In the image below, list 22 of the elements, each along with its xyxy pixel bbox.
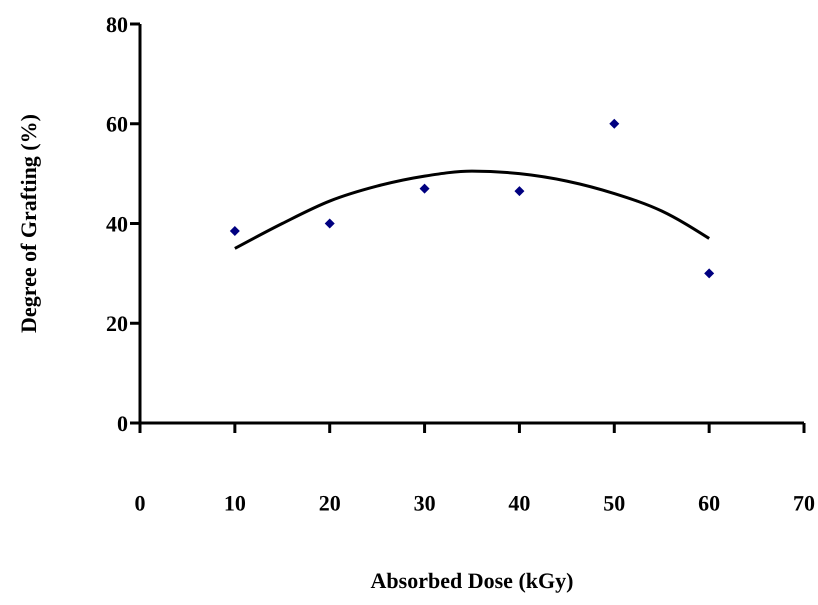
point (514, 186, 524, 196)
y-axis-title: Degree of Grafting (%) (16, 114, 41, 333)
x-tick-label: 20 (318, 490, 341, 516)
y-tick-label: 0 (117, 410, 128, 436)
x-tick-label: 70 (793, 490, 815, 516)
y-tick-label: 80 (106, 12, 128, 37)
point (420, 184, 430, 194)
x-tick-label: 0 (134, 490, 146, 516)
y-tick-label: 40 (106, 211, 128, 236)
y-tick-label: 20 (106, 311, 128, 336)
x-tick-label: 40 (508, 490, 530, 516)
point (324, 218, 335, 228)
x-tick-label: 60 (698, 490, 720, 516)
y-tick-label: 60 (106, 112, 128, 137)
line-series (233, 170, 711, 250)
x-axis-title: Absorbed Dose (kGy) (370, 568, 574, 593)
x-tick-label: 10 (224, 490, 246, 516)
point (230, 226, 240, 236)
x-tick-label: 50 (603, 490, 626, 516)
point (704, 268, 714, 278)
point (609, 118, 620, 129)
x-tick-label: 30 (414, 490, 436, 516)
